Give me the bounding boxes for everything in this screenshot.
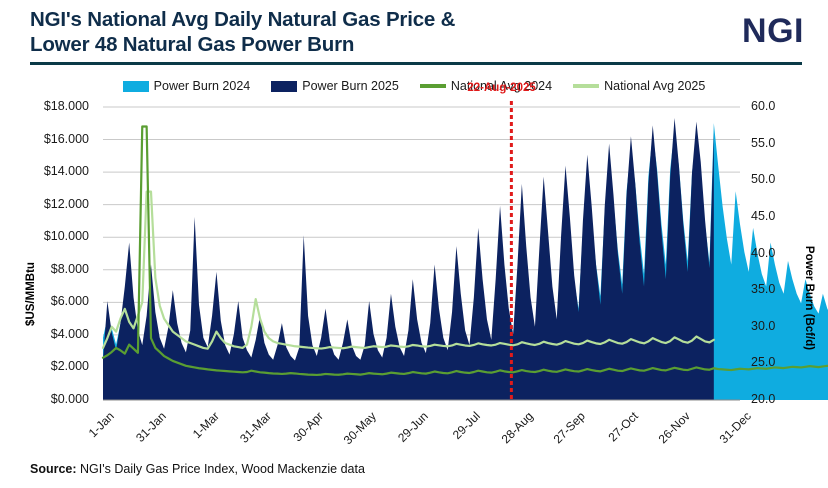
y-axis-left-tick: $10.000: [43, 229, 89, 244]
source-label: Source:: [30, 462, 77, 476]
y-axis-right-tick: 55.0: [751, 135, 776, 150]
y-axis-left-tick: $18.000: [43, 99, 89, 113]
legend-item[interactable]: National Avg 2024: [419, 79, 553, 93]
legend-item[interactable]: Power Burn 2025: [271, 79, 399, 93]
y-axis-left-tick: $14.000: [43, 164, 89, 179]
header: NGI's National Avg Daily Natural Gas Pri…: [0, 0, 828, 60]
legend-label: Power Burn 2025: [302, 79, 399, 93]
y-axis-right-title: Power Burn (Bcf/d): [803, 245, 815, 351]
y-axis-right-tick: 25.0: [751, 355, 776, 370]
chart-plot: [101, 101, 828, 401]
legend-item[interactable]: Power Burn 2024: [122, 79, 251, 93]
y-axis-left-tick: $8.000: [50, 261, 89, 276]
legend-swatch: [419, 84, 446, 88]
y-axis-right-tick: 40.0: [751, 245, 776, 260]
chart-legend: Power Burn 2024 Power Burn 2025 National A…: [0, 76, 828, 96]
annotation-label: 22-Aug-2025: [467, 82, 536, 94]
legend-swatch: [122, 80, 149, 92]
legend-swatch: [573, 84, 600, 88]
series-line: [101, 125, 828, 377]
y-axis-left-tick: $6.000: [50, 294, 89, 309]
y-axis-right-tick: 30.0: [751, 318, 776, 333]
y-axis-right-tick: 50.0: [751, 172, 776, 187]
legend-label: National Avg 2024: [450, 79, 553, 93]
series-line: [101, 190, 715, 350]
y-axis-left-tick: $2.000: [50, 359, 89, 374]
source-line: Source: NGI's Daily Gas Price Index, Woo…: [30, 462, 365, 476]
page-title: NGI's National Avg Daily Natural Gas Pri…: [30, 7, 690, 57]
legend-item[interactable]: National Avg 2025: [573, 79, 705, 93]
header-divider: [30, 62, 802, 65]
y-axis-right-tick: 60.0: [751, 99, 776, 113]
legend-swatch: [271, 80, 298, 92]
y-axis-right-tick: 20.0: [751, 392, 776, 406]
y-axis-left-tick: $16.000: [43, 131, 89, 146]
y-axis-right-tick: 45.0: [751, 208, 776, 223]
title-line-2: Lower 48 Natural Gas Power Burn: [30, 33, 355, 56]
y-axis-left-tick: $12.000: [43, 196, 89, 211]
legend-label: Power Burn 2024: [153, 79, 251, 93]
legend-label: National Avg 2025: [604, 79, 706, 93]
source-text: NGI's Daily Gas Price Index, Wood Macken…: [76, 462, 365, 476]
y-axis-left-tick: $4.000: [50, 326, 89, 341]
ngi-logo: NGI: [742, 12, 804, 50]
series-area: [103, 117, 714, 401]
title-line-1: NGI's National Avg Daily Natural Gas Pri…: [30, 8, 456, 31]
chart-area: $US/MMBtu Power Burn (Bcf/d) 22-Aug-2025…: [0, 82, 828, 447]
y-axis-left-tick: $0.000: [50, 392, 89, 406]
y-axis-right-tick: 35.0: [751, 282, 776, 297]
